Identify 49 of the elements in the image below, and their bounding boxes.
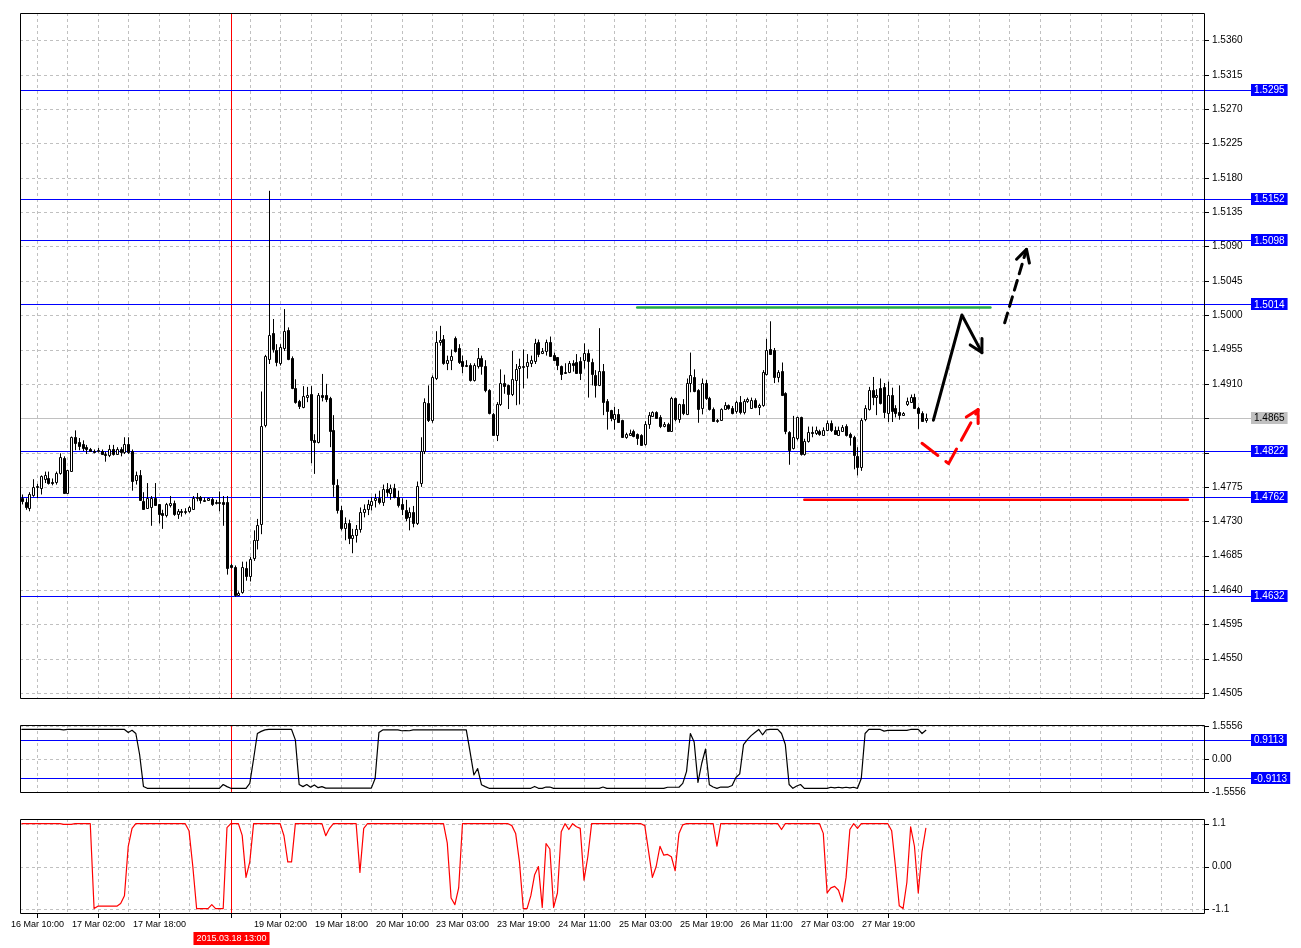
ref-line-label: 0.9113	[1254, 733, 1285, 745]
y-tick-label: 1.4550	[1212, 652, 1244, 664]
ref-line-label: 1.4632	[1254, 590, 1286, 602]
y-tick-label: 1.5225	[1212, 137, 1244, 149]
x-tick-label: 20 Mar 10:00	[375, 918, 430, 929]
x-tick-label: 17 Mar 02:00	[71, 918, 126, 929]
y-tick-label: 1.5360	[1212, 34, 1244, 46]
x-tick-label: 19 Mar 18:00	[314, 918, 369, 929]
ref-line-label: -0.9113	[1254, 772, 1288, 784]
y-tick-label: 1.4775	[1212, 480, 1244, 492]
y-tick-label: 1.5135	[1212, 205, 1244, 217]
x-tick-label: 26 Mar 11:00	[740, 918, 793, 929]
y-tick-label: 1.5315	[1212, 68, 1244, 80]
y-tick-label: 1.5045	[1212, 274, 1244, 286]
x-tick-label: 23 Mar 03:00	[435, 918, 490, 929]
ref-line-label: 1.5295	[1254, 84, 1286, 96]
y-tick-label: 1.4955	[1212, 343, 1244, 355]
x-tick-label: 23 Mar 19:00	[496, 918, 551, 929]
ref-line-label: 1.4762	[1254, 491, 1286, 503]
ref-line-label: 1.4865	[1254, 412, 1286, 424]
y-tick-label: 1.5180	[1212, 171, 1244, 183]
y-tick-label: 1.4730	[1212, 514, 1244, 526]
x-tick-label: 19 Mar 02:00	[253, 918, 308, 929]
ref-line-label: 1.5014	[1254, 298, 1286, 310]
y-tick-label: 1.4505	[1212, 686, 1244, 698]
y-tick-label: 1.5000	[1212, 308, 1244, 320]
y-tick-label: 1.1	[1212, 817, 1227, 829]
y-tick-label: 1.4595	[1212, 617, 1244, 629]
x-tick-label: 25 Mar 19:00	[679, 918, 734, 929]
y-tick-label: -1.5556	[1212, 785, 1247, 797]
ref-line-label: 1.5098	[1254, 234, 1286, 246]
ref-line-label: 1.5152	[1254, 193, 1286, 205]
y-tick-label: 1.4640	[1212, 583, 1244, 595]
x-tick-label: 2015.03.18 13:00	[196, 932, 267, 943]
x-tick-label: 27 Mar 19:00	[861, 918, 916, 929]
y-tick-label: 0.00	[1212, 752, 1232, 764]
x-tick-label: 16 Mar 10:00	[10, 918, 65, 929]
y-tick-label: 1.5556	[1212, 719, 1244, 731]
y-tick-label: 1.4685	[1212, 549, 1244, 561]
y-tick-label: -1.1	[1212, 903, 1230, 915]
y-tick-label: 1.4910	[1212, 377, 1244, 389]
x-tick-label: 17 Mar 18:00	[132, 918, 187, 929]
x-tick-label: 25 Mar 03:00	[618, 918, 673, 929]
x-tick-label: 24 Mar 11:00	[558, 918, 611, 929]
ref-line-label: 1.4822	[1254, 445, 1286, 457]
y-tick-label: 1.5090	[1212, 240, 1244, 252]
y-tick-label: 0.00	[1212, 860, 1232, 872]
x-tick-label: 27 Mar 03:00	[800, 918, 855, 929]
y-tick-label: 1.5270	[1212, 102, 1244, 114]
